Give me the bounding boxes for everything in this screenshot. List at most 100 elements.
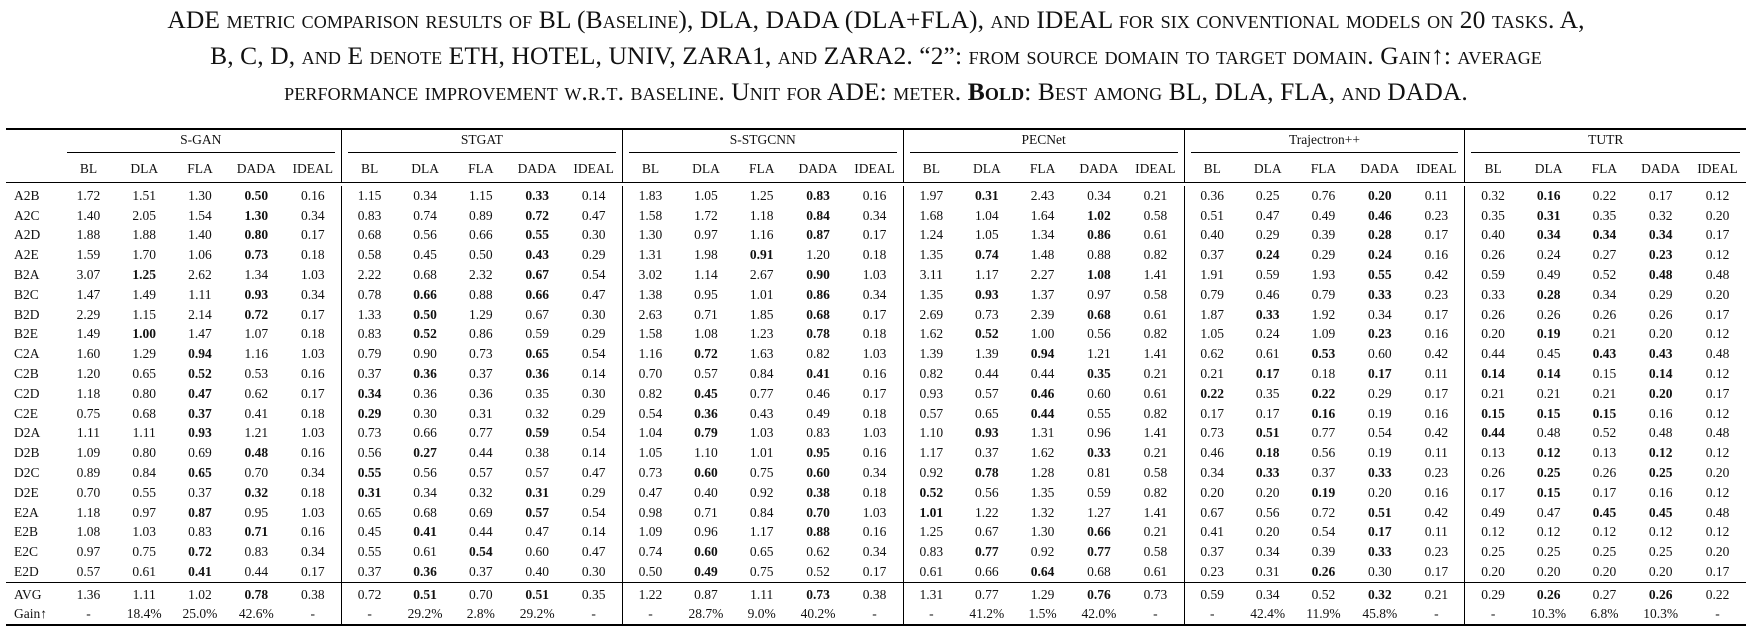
value-cell: 1.23 [749, 326, 774, 342]
value-cell: - [1183, 604, 1240, 626]
value-cell: 1.05 [1183, 324, 1240, 345]
value-cell: 0.77 [1311, 425, 1336, 441]
value-cell: 1.05 [694, 187, 718, 203]
value-cell: 0.61 [1143, 385, 1168, 401]
value-cell: 0.18 [862, 484, 887, 500]
value-cell: 0.65 [340, 502, 398, 523]
value-cell: 0.51 [397, 581, 453, 605]
value-cell: 0.70 [244, 465, 269, 481]
table-row: C2A 1.60 1.29 0.94 1.16 1.03 0.79 0.90 0.73 0.65 0… [6, 344, 1746, 365]
value-cell: 0.26 [1536, 306, 1561, 322]
value-cell: 0.56 [1087, 326, 1111, 342]
value-cell: 0.37 [1311, 465, 1336, 481]
value-cell: 0.20 [1592, 564, 1617, 580]
value-cell: 0.90 [806, 267, 830, 283]
value-cell: 1.35 [902, 284, 959, 305]
value-cell: 0.12 [1464, 522, 1521, 543]
value-cell: 0.14 [1536, 366, 1561, 382]
value-cell: 0.21 [1536, 385, 1561, 401]
value-cell: 1.02 [172, 581, 228, 605]
value-cell: 0.94 [188, 346, 212, 362]
value-cell: 1.03 [749, 425, 774, 441]
value-cell: 0.16 [862, 445, 887, 461]
value-cell: 0.18 [300, 484, 325, 500]
value-cell: 1.31 [621, 245, 679, 266]
value-cell: 0.68 [340, 225, 398, 246]
value-cell: 0.93 [975, 425, 999, 441]
value-cell: 1.16 [244, 346, 269, 362]
value-cell: 1.16 [749, 227, 774, 243]
value-cell: 3.07 [76, 267, 101, 283]
task-label: E2D [14, 564, 39, 580]
value-cell: 0.37 [1183, 245, 1240, 266]
value-cell: 0.95 [806, 445, 830, 461]
value-cell: 0.83 [806, 187, 830, 203]
value-cell: 0.58 [340, 245, 398, 266]
value-cell: 1.11 [733, 581, 790, 605]
value-cell: 0.51 [508, 581, 566, 605]
value-cell: 0.80 [132, 445, 157, 461]
value-cell: 0.17 [862, 385, 887, 401]
value-cell: 0.28 [1536, 286, 1561, 302]
method-header: FLA [1295, 155, 1352, 183]
value-cell: 0.17 [1255, 405, 1280, 421]
value-cell: 1.62 [1030, 445, 1055, 461]
value-cell: 2.05 [132, 207, 157, 223]
value-cell: 1.36 [60, 581, 117, 605]
value-cell: 1.72 [694, 207, 718, 223]
value-cell: 0.60 [1087, 385, 1111, 401]
value-cell: 0.20 [1367, 484, 1392, 500]
value-cell: 0.14 [581, 366, 606, 382]
value-cell: 1.11 [116, 581, 173, 605]
method-header: BL [340, 155, 398, 183]
value-cell: 6.8% [1576, 604, 1633, 626]
value-cell: 0.43 [749, 405, 774, 421]
value-cell: 0.46 [1255, 286, 1280, 302]
value-cell: 0.32 [1648, 207, 1673, 223]
value-cell: 0.31 [525, 484, 549, 500]
value-cell: 0.41 [413, 524, 437, 540]
value-cell: 0.34 [413, 484, 437, 500]
value-cell: 0.87 [188, 504, 212, 520]
value-cell: 0.14 [1648, 366, 1673, 382]
value-cell: 0.20 [1367, 187, 1392, 203]
value-cell: 18.4% [116, 604, 173, 626]
value-cell: 0.33 [1255, 465, 1280, 481]
value-cell: 29.2% [508, 604, 566, 626]
value-cell: 0.23 [1424, 465, 1449, 481]
value-cell: 0.26 [1592, 465, 1617, 481]
value-cell: 1.47 [76, 286, 101, 302]
value-cell: 1.20 [806, 247, 830, 263]
value-cell: 1.11 [76, 425, 100, 441]
value-cell: 0.47 [1255, 207, 1280, 223]
value-cell: 0.28 [1367, 227, 1392, 243]
method-header: DLA [678, 155, 734, 183]
value-cell: 0.25 [1648, 465, 1673, 481]
value-cell: 0.57 [975, 385, 999, 401]
table-row: E2C 0.97 0.75 0.72 0.83 0.34 0.55 0.61 0.54 0.60 0… [6, 542, 1746, 563]
value-cell: 1.25 [902, 522, 959, 543]
value-cell: 0.64 [1030, 564, 1055, 580]
value-cell: 1.18 [76, 504, 101, 520]
value-cell: 45.8% [1351, 604, 1409, 626]
value-cell: 0.27 [1592, 247, 1617, 263]
value-cell: 0.12 [1705, 247, 1730, 263]
value-cell: 0.44 [975, 366, 999, 382]
value-cell: 0.70 [621, 364, 679, 384]
value-cell: 0.36 [413, 385, 437, 401]
value-cell: 0.20 [1648, 564, 1673, 580]
value-cell: 0.68 [413, 504, 437, 520]
value-cell: 0.16 [1311, 405, 1336, 421]
value-cell: 0.52 [806, 564, 830, 580]
value-cell: 0.54 [621, 403, 679, 424]
method-header: IDEAL [1408, 155, 1465, 183]
value-cell: 0.34 [340, 383, 398, 404]
model-header: S-STGCNN [621, 128, 904, 155]
value-cell: 0.49 [1536, 267, 1561, 283]
value-cell: 0.92 [902, 463, 959, 483]
value-cell: 1.30 [621, 225, 679, 246]
value-cell: 0.34 [1536, 227, 1561, 243]
results-table-wrapper: S-GAN STGAT S-STGCNN PECNet Trajectron++ TUTR… [6, 128, 1746, 626]
value-cell: 0.86 [469, 326, 493, 342]
value-cell: 0.34 [1087, 187, 1111, 203]
